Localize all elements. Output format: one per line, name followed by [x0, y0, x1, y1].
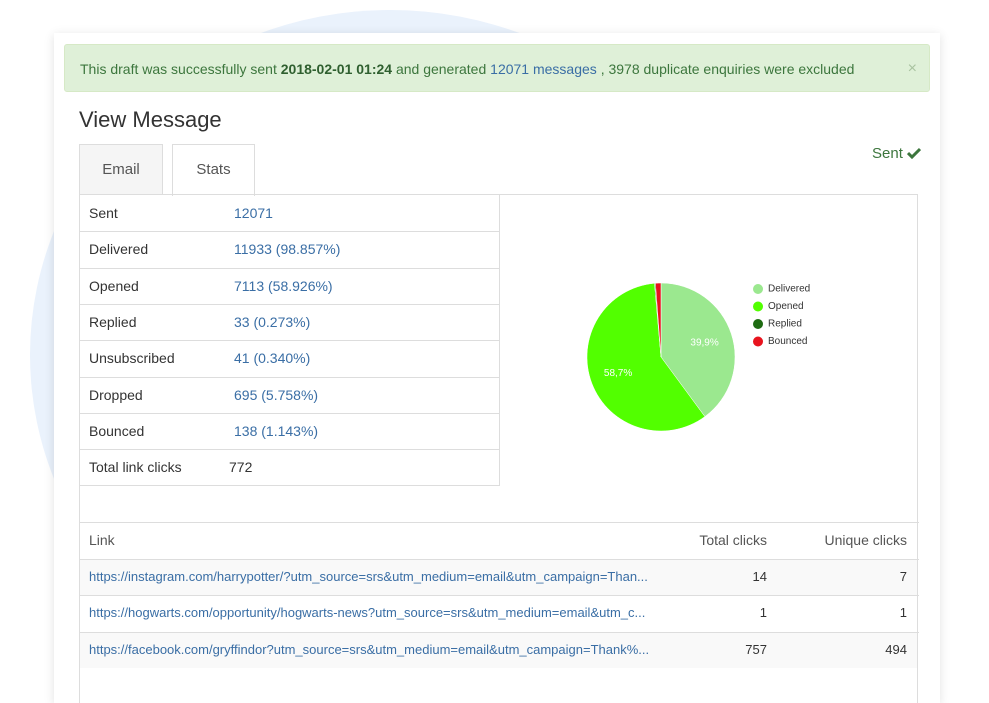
click-count: 7 — [899, 568, 907, 584]
stat-value: 695 (5.758%) — [234, 386, 319, 403]
table-border — [499, 195, 500, 486]
tab[interactable]: Email — [79, 144, 163, 194]
success-alert: This draft was successfully sent 2018-02… — [64, 44, 930, 92]
stat-value: 138 (1.143%) — [234, 422, 319, 439]
stat-value: 7113 (58.926%) — [234, 277, 333, 294]
stat-label: Dropped — [89, 386, 143, 403]
row-border — [80, 631, 919, 633]
column-header: Total clicks — [699, 532, 767, 548]
alert-text: , 3978 duplicate enquiries were excluded — [600, 61, 855, 77]
slice-label: 58,7% — [604, 368, 632, 379]
stat-label: Replied — [89, 313, 137, 330]
row-background — [80, 632, 917, 668]
close-button[interactable]: × — [907, 60, 917, 77]
row-background — [80, 559, 917, 595]
row-border — [80, 376, 500, 378]
row-border — [80, 595, 919, 596]
stat-label: Opened — [89, 277, 139, 294]
card: This draft was successfully sent 2018-02… — [54, 33, 940, 703]
tab-active[interactable]: Stats — [172, 144, 255, 196]
legend-label: Replied — [768, 319, 802, 330]
link-url[interactable]: https://instagram.com/harrypotter/?utm_s… — [89, 568, 648, 584]
legend-label: Opened — [768, 301, 804, 312]
stat-value: 41 (0.340%) — [234, 350, 311, 367]
row-border — [80, 412, 500, 414]
stat-label: Unsubscribed — [89, 350, 175, 367]
pie-chart: 39,9% 58,7% Delivered Opened Replied Bounced — [586, 282, 810, 432]
click-count: 1 — [759, 605, 767, 620]
row-border — [80, 340, 500, 342]
stat-label: Delivered — [89, 241, 149, 258]
page-title: View Message — [79, 107, 222, 132]
check-icon — [906, 147, 922, 160]
pie-slice — [586, 283, 706, 432]
row-border — [80, 231, 500, 233]
stat-label: Sent — [89, 205, 118, 221]
click-count: 494 — [885, 641, 907, 657]
alert-text: and generated — [395, 61, 487, 77]
slice-label: 39,9% — [690, 337, 718, 348]
row-border — [80, 267, 500, 269]
alert-date: 2018-02-01 01:24 — [280, 61, 393, 77]
pie-slice — [660, 282, 736, 417]
row-border — [80, 449, 500, 451]
stat-value: 772 — [229, 459, 253, 476]
column-header: Link — [89, 532, 115, 548]
stat-label: Bounced — [89, 422, 145, 439]
row-border — [80, 303, 500, 305]
stat-label: Total link clicks — [89, 459, 182, 476]
status-text: Sent — [872, 145, 903, 162]
messages-link[interactable]: 12071 messages — [490, 61, 597, 77]
stat-value: 11933 (98.857%) — [234, 241, 341, 258]
status: Sent — [872, 145, 922, 162]
row-border — [80, 558, 919, 560]
legend-swatch — [753, 284, 763, 294]
tab-content: 39,9% 58,7% Delivered Opened Replied Bounced … — [79, 194, 919, 703]
click-count: 757 — [745, 641, 767, 657]
table-border — [80, 485, 500, 487]
legend-label: Delivered — [768, 284, 810, 295]
column-header: Unique clicks — [824, 532, 907, 548]
legend-swatch — [753, 301, 763, 312]
legend-swatch — [753, 319, 763, 329]
alert-text: This draft was successfully sent — [80, 61, 277, 77]
stat-value: 12071 — [234, 205, 273, 221]
link-url[interactable]: https://facebook.com/gryffindor?utm_sour… — [89, 641, 650, 657]
legend-swatch — [753, 336, 763, 347]
click-count: 14 — [752, 568, 767, 584]
stat-value: 33 (0.273%) — [234, 313, 311, 330]
row-border — [80, 522, 919, 523]
click-count: 1 — [899, 605, 907, 620]
pie-slice — [655, 282, 662, 358]
legend-label: Bounced — [768, 336, 807, 347]
link-url[interactable]: https://hogwarts.com/opportunity/hogwart… — [89, 605, 646, 620]
